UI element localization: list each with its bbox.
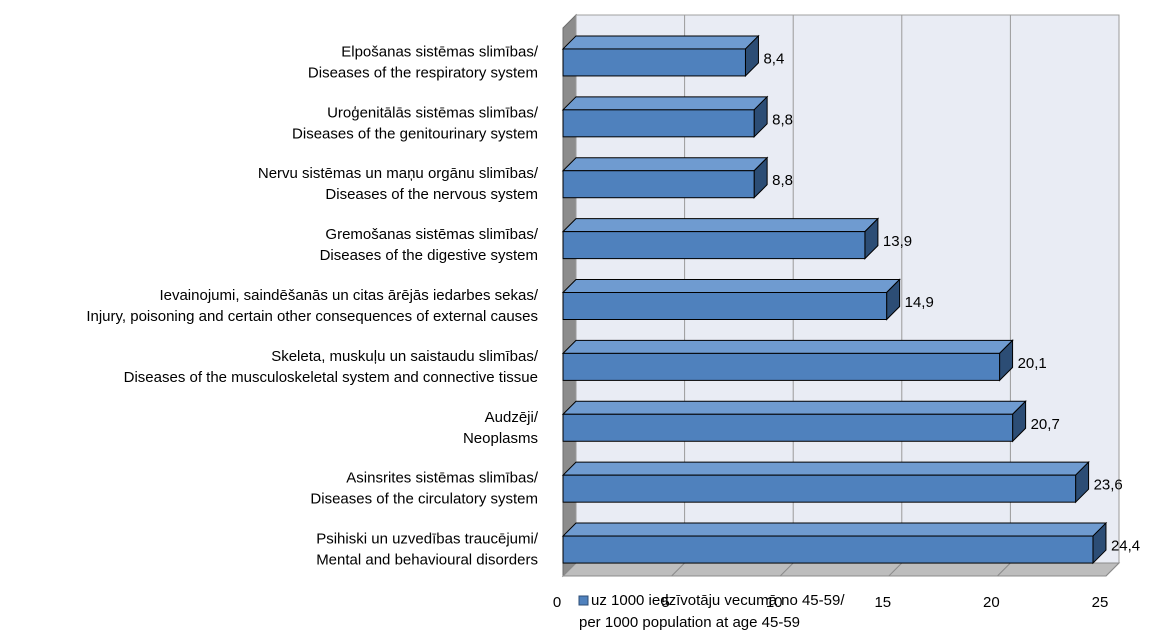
category-label: Diseases of the musculoskeletal system a…: [124, 369, 538, 386]
bar: [561, 339, 1014, 382]
category-label: Diseases of the respiratory system: [308, 64, 538, 81]
value-labels: 8,4 8,8 8,8 13,9 14,9 20,1 20,7 23,6 24,4: [763, 50, 1140, 554]
category-label: Asinsrites sistēmas slimības/: [346, 470, 539, 487]
x-tick-label: 15: [874, 594, 891, 611]
bar: [561, 400, 1027, 443]
x-tick-label: 5: [661, 594, 669, 611]
category-label: Uroģenitālās sistēmas slimības/: [327, 104, 539, 121]
legend-label-line-2: per 1000 population at age 45-59: [579, 614, 800, 631]
value-label: 24,4: [1111, 538, 1140, 555]
bar: [561, 217, 880, 260]
legend-label-line-1: uz 1000 iedzīvotāju vecumā no 45-59/: [591, 592, 845, 609]
bar: [561, 156, 769, 199]
x-axis-ticks: 0 5 10 15 20 25: [553, 594, 1109, 611]
bar: [561, 460, 1090, 504]
value-label: 20,7: [1031, 416, 1060, 433]
category-label: Gremošanas sistēmas slimības/: [325, 226, 538, 243]
x-tick-label: 10: [766, 594, 783, 611]
bar: [561, 34, 760, 78]
value-label: 8,4: [763, 50, 784, 67]
category-labels: Elpošanas sistēmas slimības/Diseases of …: [86, 43, 539, 568]
floor-gridline-5: [671, 562, 685, 577]
value-label: 8,8: [772, 111, 793, 128]
category-label: Skeleta, muskuļu un saistaudu slimības/: [271, 348, 539, 365]
x-tick-label: 25: [1092, 594, 1109, 611]
x-tick-label: 0: [553, 594, 561, 611]
category-label: Mental and behavioural disorders: [316, 552, 538, 569]
x-tick-label: 20: [983, 594, 1000, 611]
value-label: 13,9: [883, 233, 912, 250]
bar: [561, 278, 901, 321]
floor: [561, 562, 1121, 577]
floor-gridline-15: [888, 562, 903, 577]
category-label: Ievainojumi, saindēšanās un citas ārējās…: [159, 287, 538, 304]
value-label: 8,8: [772, 172, 793, 189]
legend-swatch: [578, 595, 589, 606]
category-label: Neoplasms: [463, 430, 538, 447]
category-label: Audzēji/: [485, 409, 539, 426]
bar: [561, 95, 769, 139]
category-label: Nervu sistēmas un maņu orgānu slimības/: [258, 165, 539, 182]
category-label: Diseases of the circulatory system: [310, 491, 538, 508]
value-label: 20,1: [1018, 355, 1047, 372]
floor-gridline-10: [779, 562, 794, 577]
bars: [561, 34, 1108, 565]
category-label: Elpošanas sistēmas slimības/: [341, 43, 539, 60]
category-label: Diseases of the digestive system: [320, 247, 538, 264]
floor-gridline-25: [1105, 562, 1120, 577]
category-label: Injury, poisoning and certain other cons…: [86, 308, 538, 325]
category-label: Diseases of the nervous system: [325, 186, 538, 203]
value-label: 23,6: [1094, 477, 1123, 494]
value-label: 14,9: [905, 294, 934, 311]
bar: [561, 521, 1108, 565]
legend: uz 1000 iedzīvotāju vecumā no 45-59/ per…: [578, 592, 845, 631]
floor-gridline-0: [562, 562, 577, 577]
floor-gridline-20: [997, 562, 1011, 577]
category-label: Psihiski un uzvedības traucējumi/: [316, 531, 539, 548]
category-label: Diseases of the genitourinary system: [292, 125, 538, 142]
